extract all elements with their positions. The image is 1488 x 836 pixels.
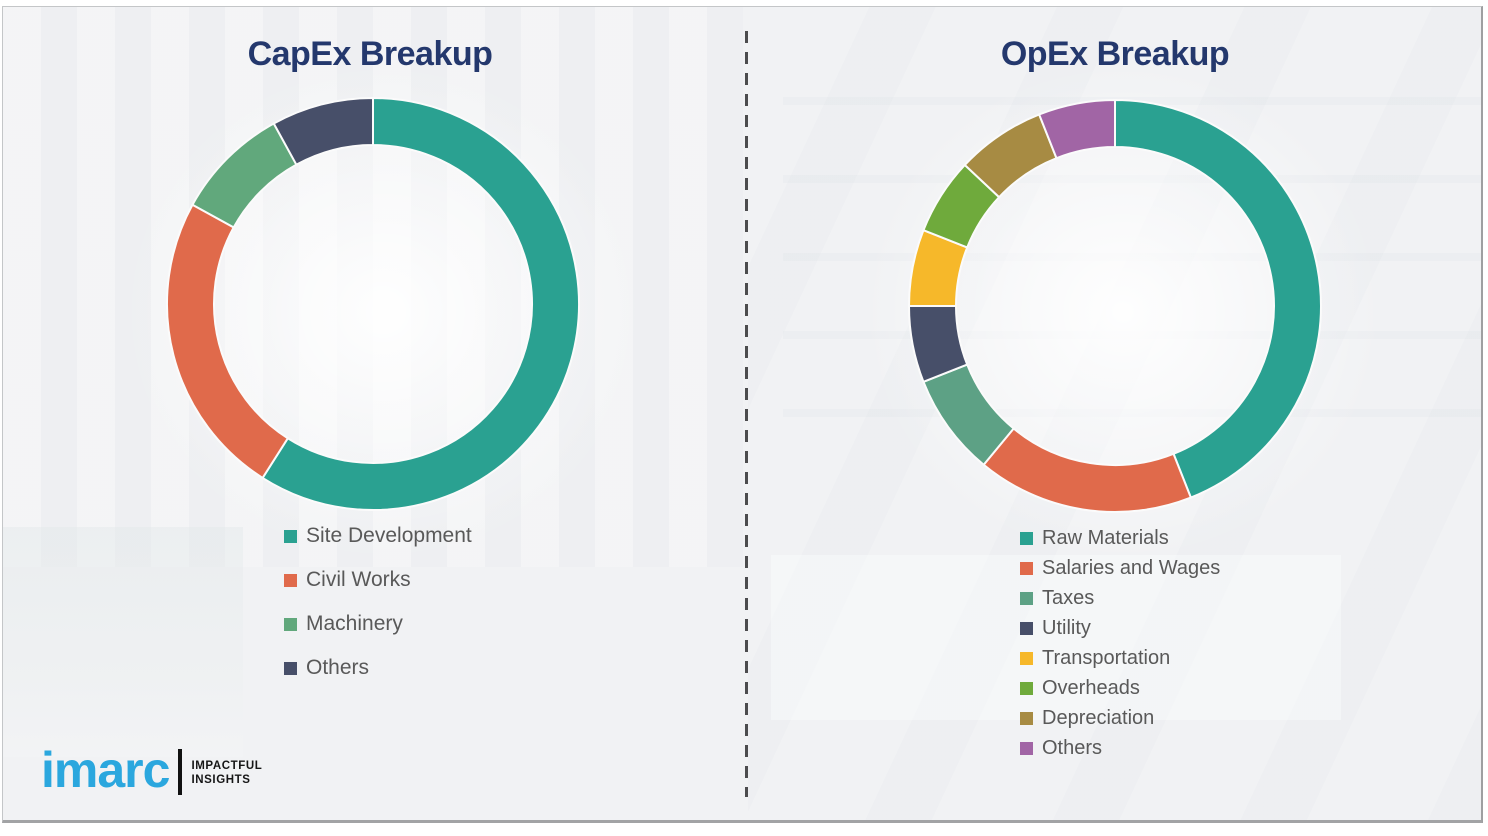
legend-label: Utility xyxy=(1042,616,1091,639)
donut-segment-others xyxy=(1037,99,1116,160)
legend-label: Salaries and Wages xyxy=(1042,556,1221,579)
legend-swatch xyxy=(1020,741,1033,755)
donut-segment-others xyxy=(272,97,374,167)
background-texture xyxy=(3,527,243,757)
legend-label: Overheads xyxy=(1042,676,1140,699)
legend-label: Depreciation xyxy=(1042,706,1155,729)
legend-swatch xyxy=(284,573,297,587)
capex-legend: Site Development Civil Works Machinery O… xyxy=(284,514,472,690)
legend-item: Others xyxy=(284,646,472,690)
legend-item: Civil Works xyxy=(284,558,472,602)
legend-label: Transportation xyxy=(1042,646,1171,669)
legend-item: Machinery xyxy=(284,602,472,646)
legend-swatch xyxy=(1020,681,1033,695)
legend-item: Raw Materials xyxy=(1020,523,1220,553)
logo-divider-bar xyxy=(178,749,183,795)
legend-label: Machinery xyxy=(306,612,403,635)
opex-title: OpEx Breakup xyxy=(1000,35,1230,73)
legend-swatch xyxy=(1020,561,1033,575)
tagline-line2: INSIGHTS xyxy=(191,774,251,786)
legend-item: Depreciation xyxy=(1020,703,1220,733)
donut-segment-machinery xyxy=(191,122,298,229)
legend-swatch xyxy=(1020,591,1033,605)
legend-swatch xyxy=(1020,621,1033,635)
legend-item: Utility xyxy=(1020,613,1220,643)
slide-canvas: CapEx Breakup OpEx Breakup Site Developm… xyxy=(2,6,1483,823)
legend-label: Raw Materials xyxy=(1042,526,1169,549)
capex-title: CapEx Breakup xyxy=(247,35,493,73)
legend-swatch xyxy=(1020,651,1033,665)
logo-tagline: IMPACTFUL INSIGHTS xyxy=(191,759,262,788)
donut-segment-civil-works xyxy=(166,203,290,480)
imarc-logo: imarc IMPACTFUL INSIGHTS xyxy=(41,745,262,795)
legend-swatch xyxy=(284,617,297,631)
capex-donut-chart xyxy=(166,97,580,511)
imarc-logo-text: imarc xyxy=(41,742,170,798)
legend-label: Others xyxy=(306,656,370,679)
dashed-divider xyxy=(745,31,748,797)
legend-label: Others xyxy=(1042,736,1103,759)
donut-segment-salaries-and-wages xyxy=(982,427,1193,513)
legend-item: Taxes xyxy=(1020,583,1220,613)
tagline-line1: IMPACTFUL xyxy=(191,759,263,772)
legend-swatch xyxy=(284,529,297,543)
legend-item: Others xyxy=(1020,733,1220,763)
legend-item: Overheads xyxy=(1020,673,1220,703)
legend-label: Civil Works xyxy=(306,568,411,591)
legend-label: Site Development xyxy=(306,524,472,547)
legend-item: Site Development xyxy=(284,514,472,558)
legend-item: Salaries and Wages xyxy=(1020,553,1220,583)
legend-label: Taxes xyxy=(1042,586,1095,609)
legend-swatch xyxy=(284,661,297,675)
donut-segment-site-development xyxy=(261,97,580,511)
legend-swatch xyxy=(1020,531,1033,545)
opex-donut-chart xyxy=(908,99,1322,513)
legend-item: Transportation xyxy=(1020,643,1220,673)
donut-segment-raw-materials xyxy=(1114,99,1322,499)
opex-legend: Raw Materials Salaries and Wages Taxes U… xyxy=(1020,523,1220,763)
legend-swatch xyxy=(1020,711,1033,725)
